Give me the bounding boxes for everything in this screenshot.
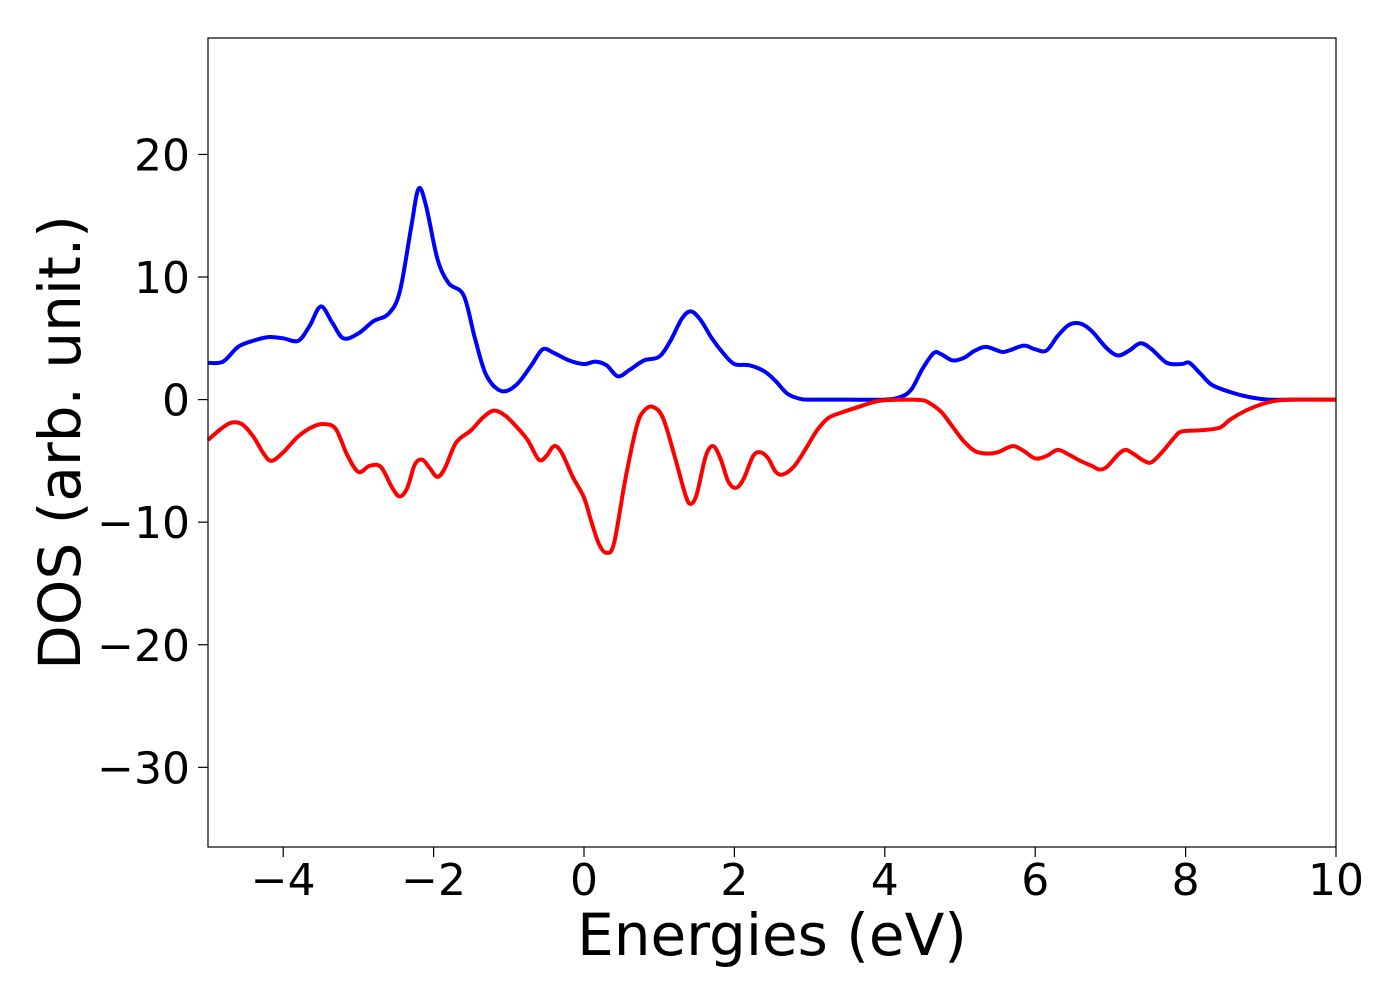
series-line-1: [207, 185, 1336, 402]
x-axis-label: Energies (eV): [577, 901, 967, 969]
x-axis: −4 −2 0 2 4 6 8 10: [251, 847, 1364, 906]
x-tick-label: 0: [570, 855, 598, 906]
x-tick-label: 2: [720, 855, 748, 906]
y-axis-label: DOS (arb. unit.): [26, 215, 94, 670]
series-line-2: [206, 397, 1337, 555]
plot-frame: [207, 37, 1337, 848]
y-axis: −30 −20 −10 0 10 20: [97, 130, 208, 794]
y-tick-label: −20: [97, 621, 190, 672]
x-tick-label: 6: [1021, 855, 1049, 906]
x-tick-label: 8: [1172, 855, 1200, 906]
y-tick-label: 20: [134, 130, 190, 181]
x-tick-label: −4: [251, 855, 316, 906]
y-tick-label: 10: [134, 253, 190, 304]
y-tick-label: −10: [97, 498, 190, 549]
y-tick-label: −30: [97, 743, 190, 794]
series-layer: [206, 185, 1337, 555]
x-tick-label: 4: [871, 855, 899, 906]
y-tick-label: 0: [162, 376, 190, 427]
x-tick-label: −2: [401, 855, 466, 906]
x-tick-label: 10: [1308, 855, 1364, 906]
